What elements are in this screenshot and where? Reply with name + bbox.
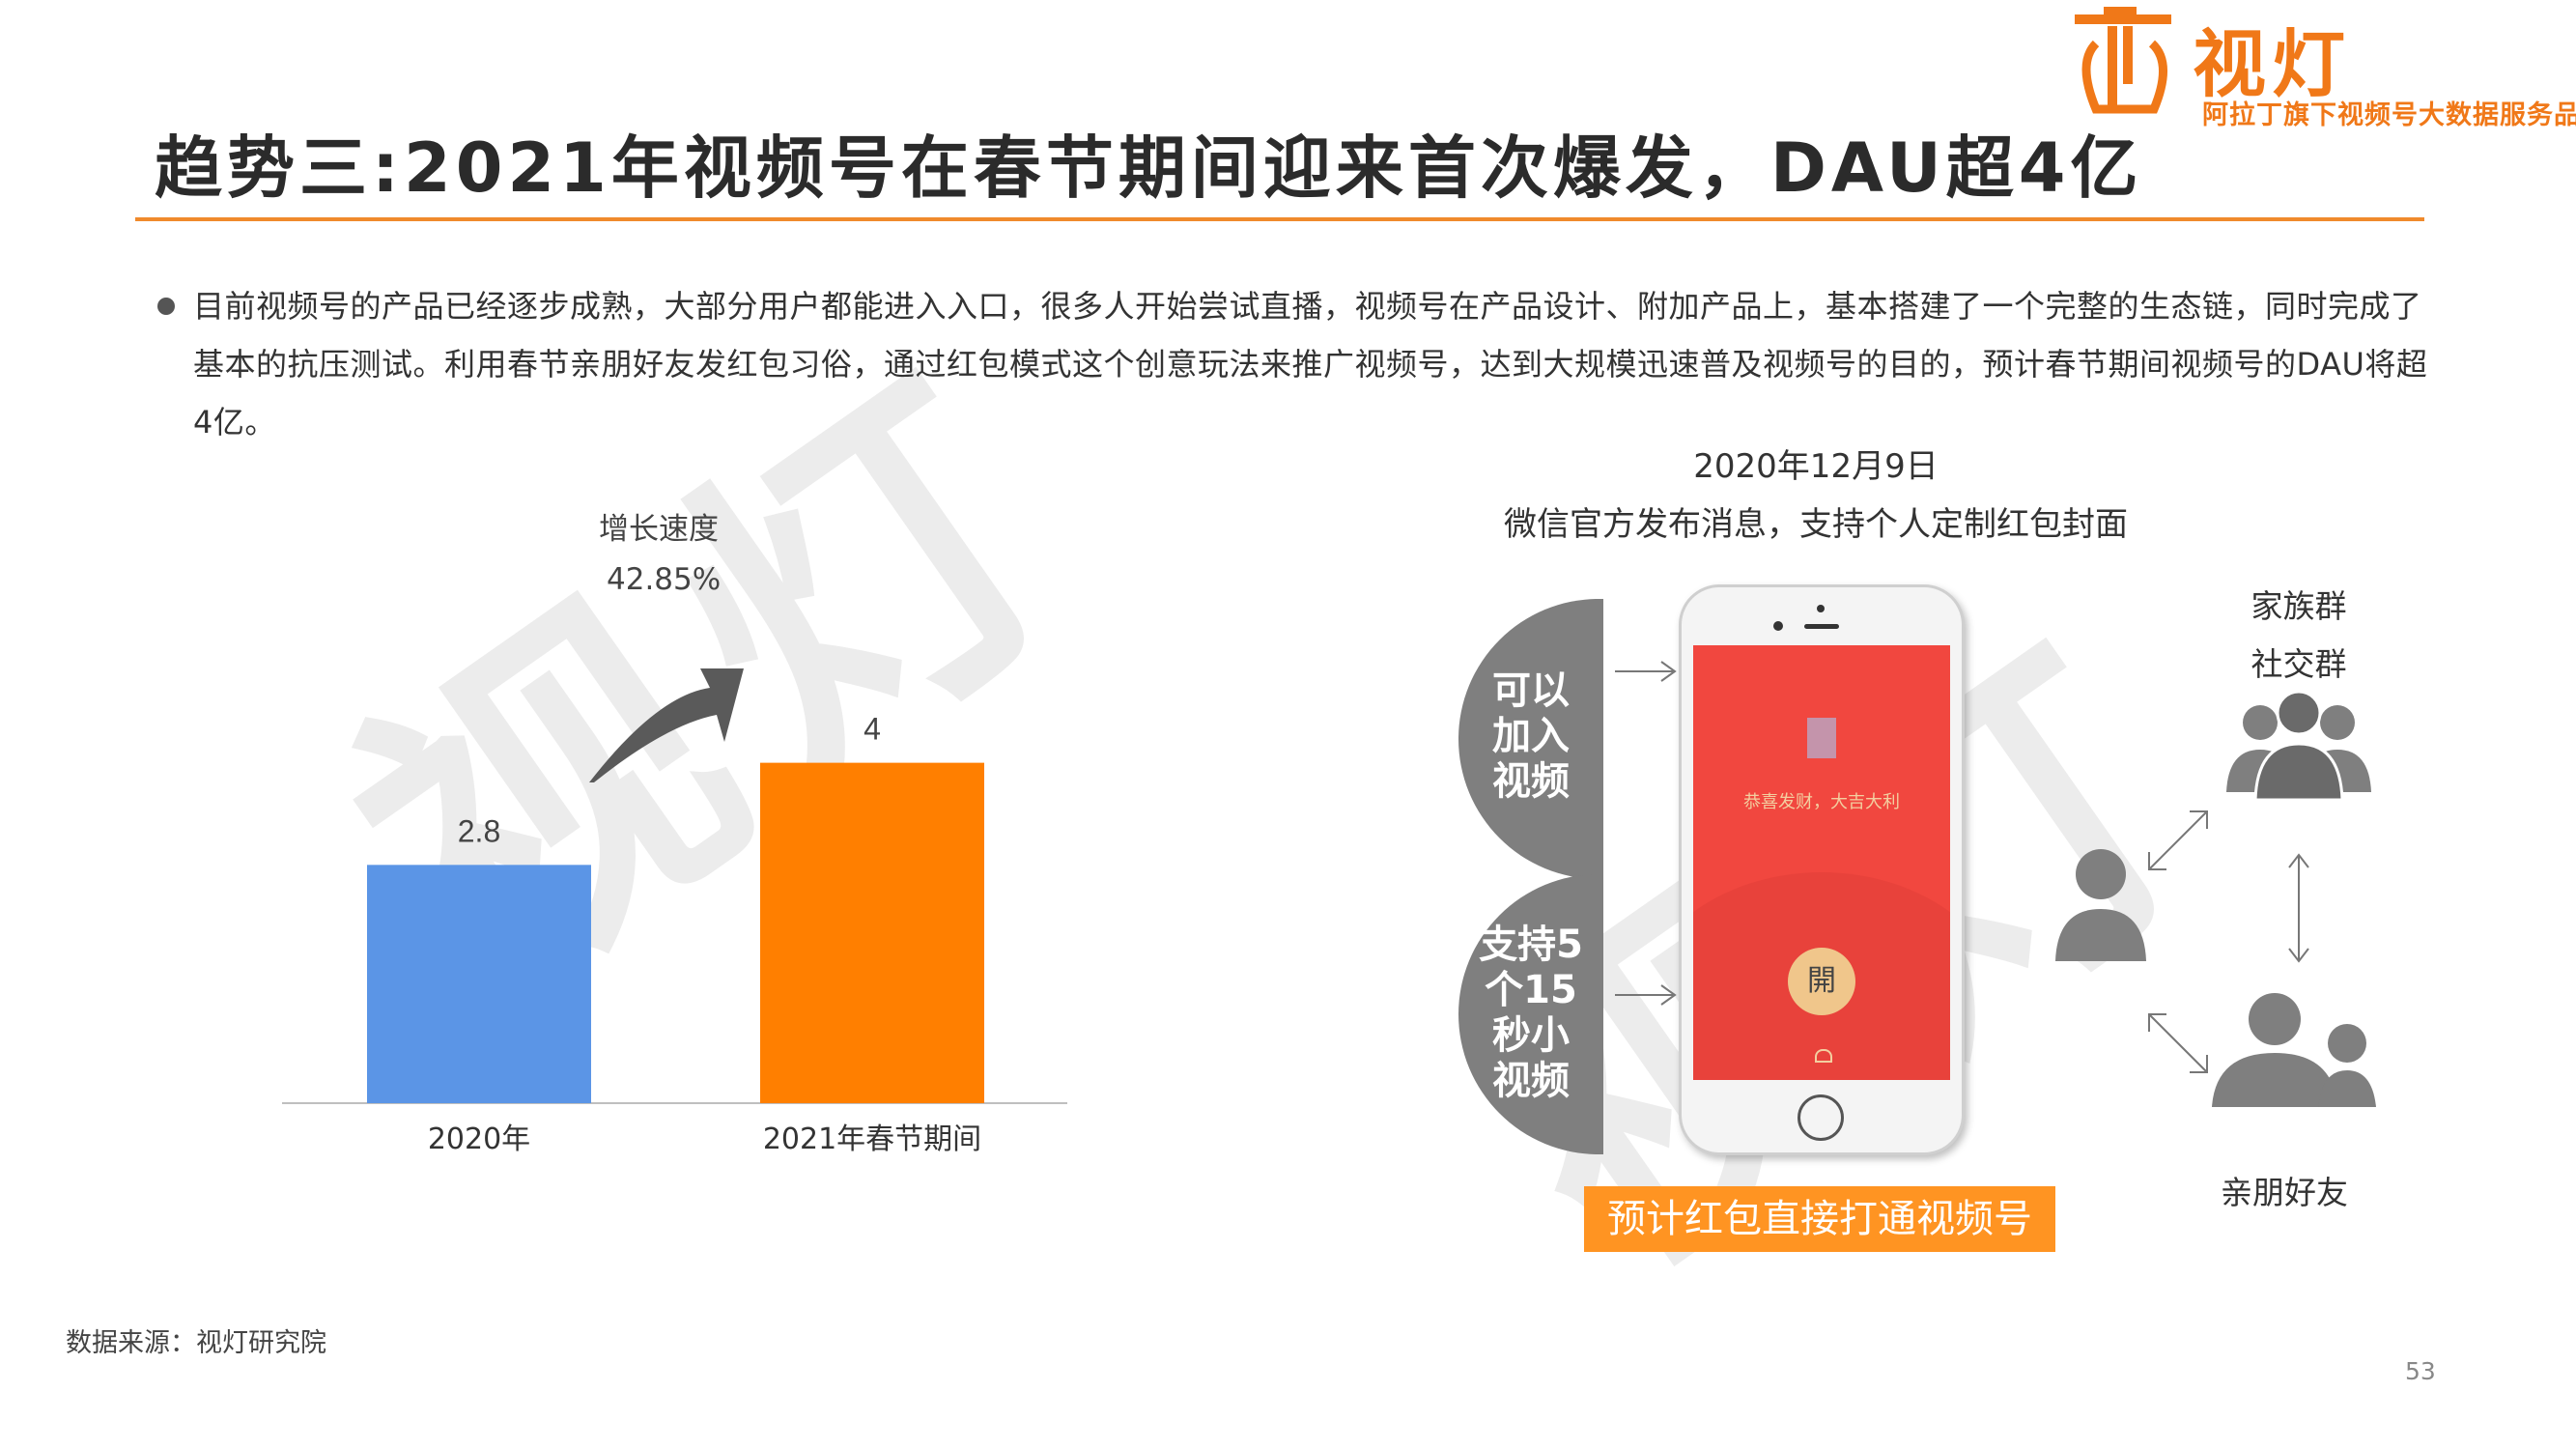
page-title: 趋势三:2021年视频号在春节期间迎来首次爆发，DAU超4亿: [155, 128, 2143, 208]
intro-paragraph: 目前视频号的产品已经逐步成熟，大部分用户都能进入入口，很多人开始尝试直播，视频号…: [193, 288, 2428, 440]
growth-rate-value: 42.85%: [607, 562, 722, 597]
release-note: 微信官方发布消息，支持个人定制红包封面: [1504, 505, 2128, 544]
double-arrow-icon: [2288, 853, 2309, 963]
feature-bottom-line-2: 个15: [1485, 968, 1577, 1012]
red-envelope-screen: 恭喜发财，大吉大利 開: [1693, 645, 1950, 1080]
logo: 视灯 阿拉丁旗下视频号大数据服务品牌: [2067, 5, 2576, 130]
feature-badge-top: 可以 加入 视频: [1458, 599, 1603, 879]
envelope-cta-banner: 预计红包直接打通视频号: [1584, 1186, 2055, 1252]
feature-top-line-1: 可以: [1492, 668, 1570, 713]
bar-chart: 2.8 2020年 4 2021年春节期间: [282, 668, 1067, 1156]
release-date: 2020年12月9日: [1693, 447, 1939, 486]
envelope-footer-icon: [1815, 1049, 1832, 1063]
arrow-right-icon: [1615, 661, 1677, 682]
family-group-label: 家族群: [2250, 587, 2347, 625]
logo-name: 视灯: [2193, 21, 2351, 107]
bullet-dot: [157, 298, 175, 315]
group-people-icon: [2226, 690, 2371, 802]
growth-rate-label: 增长速度: [599, 512, 719, 547]
data-source: 数据来源：视灯研究院: [66, 1328, 326, 1358]
double-arrow-icon: [2148, 1013, 2208, 1073]
feature-bottom-line-1: 支持5: [1479, 923, 1583, 967]
feature-bottom-line-3: 秒小: [1492, 1013, 1570, 1058]
page-number: 53: [2405, 1357, 2436, 1385]
envelope-greeting: 恭喜发财，大吉大利: [1743, 792, 1900, 812]
logo-tagline: 阿拉丁旗下视频号大数据服务品牌: [2202, 100, 2576, 130]
bar-1: [367, 865, 591, 1103]
phone-top-dot: [1817, 605, 1825, 612]
phone-camera: [1773, 621, 1783, 631]
feature-top-line-3: 视频: [1492, 759, 1570, 804]
feature-badge-bottom: 支持5 个15 秒小 视频: [1458, 874, 1603, 1154]
phone-mockup: 恭喜发财，大吉大利 開: [1679, 584, 1965, 1155]
friends-icon: [2212, 993, 2376, 1107]
bar-2: [760, 762, 984, 1103]
bar-value-label: 4: [863, 712, 881, 747]
phone-speaker: [1804, 624, 1839, 629]
arrow-right-icon: [1615, 984, 1677, 1006]
open-envelope-button[interactable]: 開: [1788, 948, 1855, 1015]
social-group-label: 社交群: [2250, 645, 2347, 683]
feature-bottom-line-4: 视频: [1492, 1059, 1570, 1103]
lighthouse-logo-icon: [2075, 7, 2171, 114]
double-arrow-icon: [2148, 810, 2208, 870]
category-label: 2020年: [428, 1122, 530, 1156]
feature-top-line-2: 加入: [1492, 714, 1570, 758]
home-button[interactable]: [1798, 1094, 1844, 1141]
title-divider: [135, 217, 2424, 221]
single-person-icon: [2055, 849, 2146, 961]
envelope-avatar: [1807, 718, 1836, 758]
category-label: 2021年春节期间: [763, 1122, 981, 1156]
bar-value-label: 2.8: [458, 813, 500, 848]
friends-label: 亲朋好友: [2221, 1174, 2348, 1211]
growth-arrow-icon: [589, 668, 744, 782]
